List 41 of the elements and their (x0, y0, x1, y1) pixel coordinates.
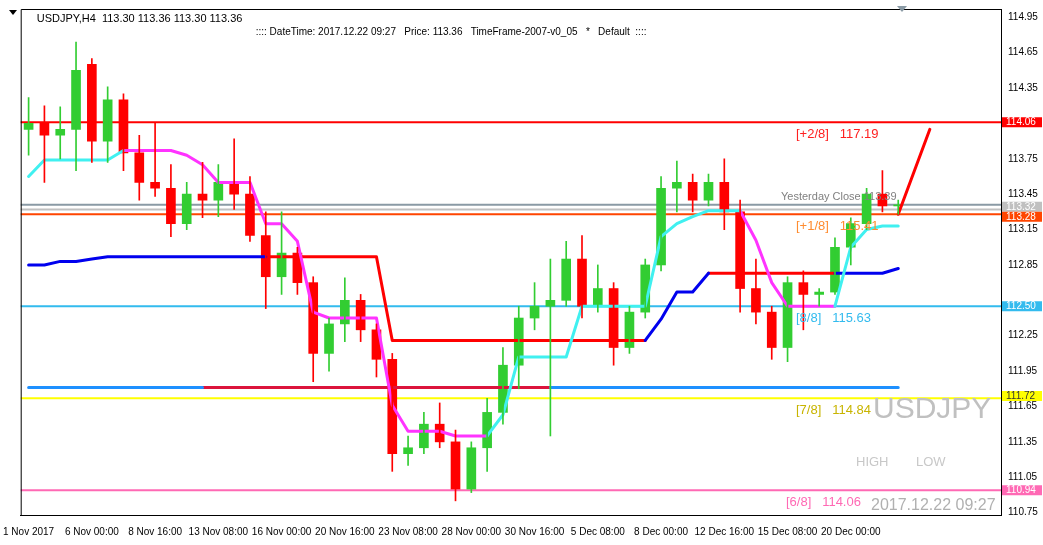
annotation: [7/8] 114.84 (796, 401, 871, 417)
y-tick-label: 114.95 (1008, 11, 1039, 23)
x-tick-label: 12 Dec 16:00 (694, 525, 755, 537)
x-tick-label: 20 Dec 00:00 (821, 525, 881, 537)
annotation: [+2/8] 117.19 (796, 125, 879, 141)
ref-line-label: 114.06 (1006, 115, 1037, 127)
y-tick-label: 111.35 (1008, 435, 1038, 447)
annotation: USDJPY (873, 391, 992, 425)
ref-line-label: 113.28 (1006, 210, 1037, 222)
y-tick-label: 112.85 (1008, 258, 1039, 270)
ref-line-label: 110.94 (1006, 483, 1037, 495)
y-tick-label: 113.75 (1008, 152, 1039, 164)
x-tick-label: 16 Nov 00:00 (251, 525, 312, 537)
x-tick-label: 8 Nov 16:00 (128, 525, 183, 537)
y-tick-label: 113.45 (1008, 187, 1039, 199)
y-tick-label: 114.35 (1008, 81, 1039, 93)
text: :::: DateTime: 2017.12.22 09:27 Price: 113.36 TimeFrame-2007-v0_05 * Default :::: (255, 25, 647, 37)
x-tick-label: 5 Dec 08:00 (570, 525, 626, 537)
x-tick-label: 23 Nov 08:00 (378, 525, 439, 537)
ref-line-label: 113.32 (1006, 200, 1037, 212)
chart-title: USDJPY,H4 113.30 113.36 113.30 113.36 (36, 12, 243, 25)
x-tick-label: 28 Nov 00:00 (441, 525, 502, 537)
annotation: Yesterday Close 113.39 (781, 189, 897, 202)
annotation: [6/8] 114.06 (786, 493, 861, 509)
y-tick-label: 114.65 (1008, 46, 1039, 58)
x-tick-label: 8 Dec 00:00 (634, 525, 689, 537)
x-tick-label: 20 Nov 16:00 (315, 525, 376, 537)
x-tick-label: 6 Nov 00:00 (64, 525, 120, 537)
y-tick-label: 112.25 (1008, 329, 1039, 341)
y-tick-label: 111.05 (1008, 471, 1038, 483)
annotation: 2017.12.22 09:27 (871, 495, 996, 513)
y-tick-label: 113.15 (1008, 223, 1039, 235)
x-tick-label: 30 Nov 16:00 (504, 525, 565, 537)
y-tick-label: 111.95 (1008, 364, 1038, 376)
ref-line-label: 111.72 (1006, 389, 1036, 401)
y-tick-label: 111.65 (1008, 400, 1038, 412)
y-tick-label: 110.75 (1008, 506, 1039, 518)
ref-line-label: 112.50 (1006, 299, 1037, 311)
x-tick-label: 13 Nov 08:00 (188, 525, 249, 537)
x-tick-label: 15 Dec 08:00 (757, 525, 818, 537)
x-tick-label: 1 Nov 2017 (3, 525, 55, 537)
